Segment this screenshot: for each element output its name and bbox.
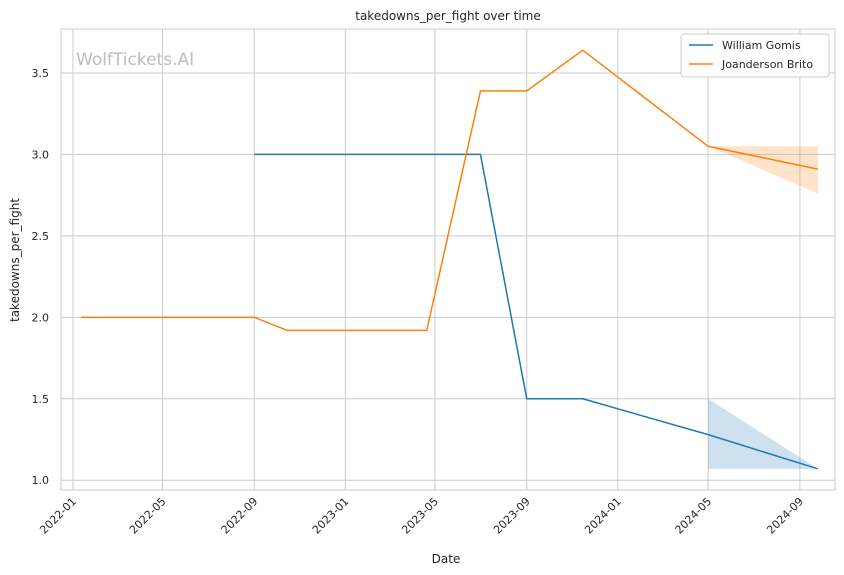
grid <box>61 29 835 490</box>
confidence-band-joanderson-brito <box>708 146 818 194</box>
x-axis-label: Date <box>432 552 461 566</box>
y-axis-ticks: 1.0 1.5 2.0 2.5 3.0 3.5 <box>32 67 50 487</box>
y-tick-label: 2.5 <box>32 230 50 243</box>
legend: William Gomis Joanderson Brito <box>680 33 830 78</box>
confidence-bands <box>708 146 818 469</box>
y-tick-label: 2.0 <box>32 311 50 324</box>
y-axis-label: takedowns_per_fight <box>8 198 22 322</box>
plot-area: WolfTickets.AI William Gomis Joanderson B… <box>60 28 836 491</box>
y-tick-label: 1.0 <box>32 474 50 487</box>
watermark: WolfTickets.AI <box>76 50 194 70</box>
series-line-joanderson-brito <box>81 49 818 332</box>
legend-label-joanderson-brito: Joanderson Brito <box>721 58 813 71</box>
plot-background <box>61 29 835 490</box>
legend-label-william-gomis: William Gomis <box>722 39 801 52</box>
series-lines <box>81 49 819 470</box>
y-tick-label: 1.5 <box>32 393 50 406</box>
confidence-band-william-gomis <box>708 398 818 469</box>
plot-frame <box>60 28 836 491</box>
y-tick-label: 3.5 <box>32 67 50 80</box>
chart-title: takedowns_per_fight over time <box>355 9 541 23</box>
series-line-william-gomis <box>254 153 819 470</box>
legend-box <box>680 33 830 78</box>
y-tick-label: 3.0 <box>32 148 50 161</box>
